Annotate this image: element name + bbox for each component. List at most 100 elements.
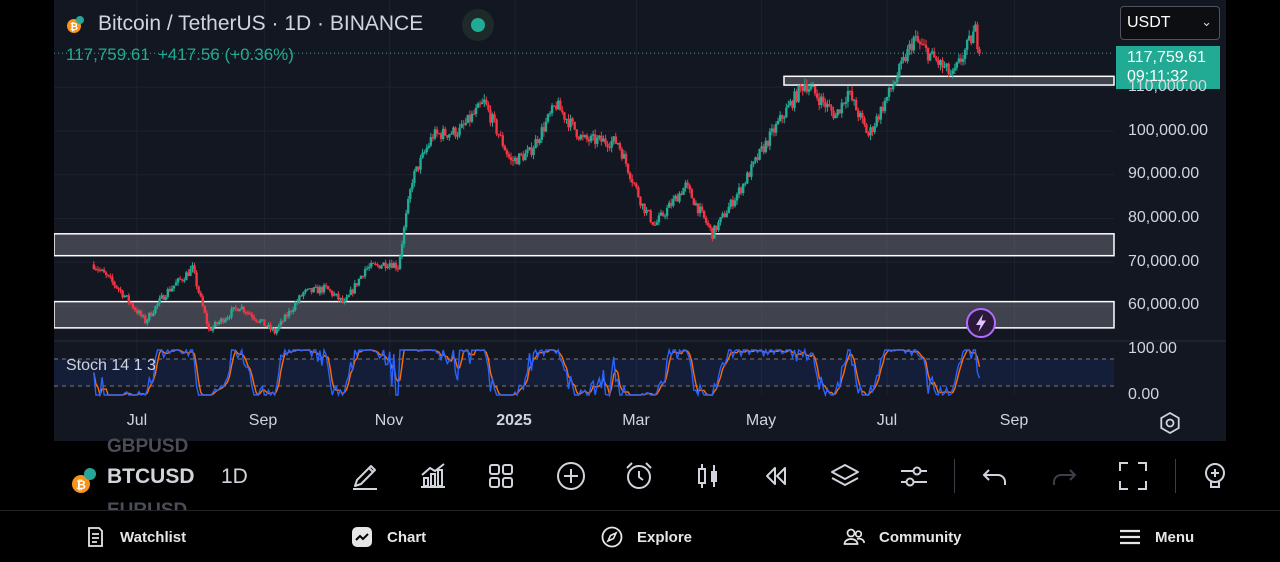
chart-area[interactable]	[54, 0, 1226, 441]
candle-body	[370, 262, 373, 267]
redo-button[interactable]	[1047, 459, 1081, 493]
candle-body	[702, 210, 706, 218]
chart-type-button[interactable]	[691, 459, 725, 493]
price-chart[interactable]	[54, 0, 1226, 441]
object-tree-button[interactable]	[828, 459, 862, 493]
candle-body	[789, 101, 792, 106]
candle-body	[501, 135, 504, 146]
undo-button[interactable]	[978, 459, 1012, 493]
symbol-title[interactable]: Bitcoin / TetherUS · 1D · BINANCE	[98, 12, 424, 35]
candle-body	[889, 87, 893, 90]
support-zone	[54, 300, 1115, 329]
candle-body	[830, 106, 833, 111]
candle-body	[606, 143, 609, 148]
chart-settings-icon[interactable]	[1158, 411, 1182, 435]
candle-body	[431, 137, 435, 139]
nav-menu[interactable]: Menu	[1119, 524, 1194, 550]
candle-body	[744, 183, 747, 185]
candle-body	[891, 85, 895, 90]
candle-body	[885, 96, 889, 101]
candle-body	[499, 135, 502, 137]
x-axis-label: Jul	[876, 412, 898, 429]
candle-body	[647, 209, 650, 211]
candle-body	[976, 24, 979, 50]
candle-body	[978, 49, 981, 54]
candle-body	[489, 109, 492, 123]
redo-icon	[1053, 469, 1077, 485]
stoch-indicator-label[interactable]: Stoch 14 1 3	[66, 357, 156, 374]
symbol-carousel-next[interactable]: EURUSD	[107, 500, 187, 510]
candle-body	[883, 100, 887, 112]
candle-body	[776, 120, 780, 125]
candle-body	[787, 105, 790, 108]
candle-body	[783, 117, 786, 119]
candle-body	[417, 166, 420, 170]
candle-body	[614, 136, 617, 144]
candle-body	[454, 127, 457, 137]
candle-body	[898, 63, 901, 77]
chart-settings-button[interactable]	[897, 459, 931, 493]
watchlist-icon	[88, 527, 103, 547]
candle-body	[943, 66, 946, 68]
fullscreen-button[interactable]	[1116, 459, 1150, 493]
candle-body	[863, 118, 866, 125]
candle-body	[283, 314, 287, 322]
candle-body	[355, 283, 359, 286]
candle-body	[353, 283, 357, 294]
candle-body	[133, 307, 137, 310]
candle-body	[941, 60, 944, 68]
nav-watchlist[interactable]: Watchlist	[84, 524, 186, 550]
candle-body	[657, 215, 661, 223]
layouts-button[interactable]	[484, 459, 518, 493]
candle-body	[372, 262, 375, 264]
symbol-carousel-prev[interactable]: GBPUSD	[107, 436, 189, 457]
candle-body	[497, 133, 500, 136]
candle-body	[400, 244, 404, 256]
bitcoin-logo-icon: ₿	[67, 16, 84, 33]
candle-body	[127, 295, 130, 303]
nav-community[interactable]: Community	[843, 524, 962, 550]
candle-body	[754, 157, 757, 162]
candle-body	[316, 286, 320, 294]
indicators-button[interactable]	[416, 459, 450, 493]
candle-body	[959, 58, 963, 62]
candle-body	[189, 268, 192, 276]
candle-body	[150, 312, 153, 317]
currency-select[interactable]: USDT ⌄	[1120, 6, 1220, 40]
candle-body	[591, 134, 595, 136]
candle-body	[511, 160, 515, 162]
candle-body	[672, 198, 675, 206]
price-tag-countdown: 09:11:32	[1127, 68, 1189, 85]
market-open-status-icon[interactable]	[462, 9, 494, 41]
candle-body	[378, 265, 381, 269]
candle-body	[94, 268, 98, 270]
add-symbol-button[interactable]	[554, 459, 588, 493]
candle-body	[205, 313, 209, 324]
candle-body	[852, 99, 856, 101]
candle-body	[450, 133, 453, 135]
candle-body	[174, 282, 178, 286]
svg-text:₿: ₿	[76, 478, 86, 492]
candle-body	[390, 263, 393, 268]
nav-explore[interactable]: Explore	[601, 524, 692, 550]
symbol-selector[interactable]: BTCUSD	[107, 465, 195, 488]
candle-body	[515, 157, 519, 165]
candle-body	[361, 275, 365, 277]
candle-body	[279, 320, 283, 326]
candle-body	[836, 109, 839, 116]
lightning-alert-icon[interactable]	[965, 307, 997, 339]
replay-button[interactable]	[759, 459, 793, 493]
drawing-tools-button[interactable]	[348, 459, 382, 493]
candle-body	[573, 121, 576, 130]
candle-body	[820, 96, 823, 106]
nav-divider	[0, 510, 1280, 511]
candle-body	[935, 57, 938, 61]
timeframe-selector[interactable]: 1D	[221, 465, 248, 488]
y-axis-label: 70,000.00	[1128, 253, 1200, 270]
candle-body	[840, 102, 843, 114]
ideas-button[interactable]	[1198, 459, 1228, 493]
candle-body	[376, 264, 379, 266]
nav-chart[interactable]: Chart	[351, 524, 426, 550]
candle-body	[696, 203, 700, 214]
alerts-button[interactable]	[622, 459, 656, 493]
